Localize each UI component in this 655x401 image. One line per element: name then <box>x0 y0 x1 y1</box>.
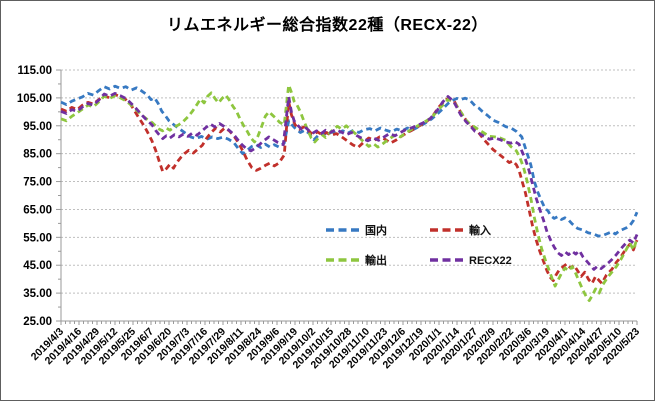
y-axis-label: 105.00 <box>17 93 52 105</box>
legend-label-国内: 国内 <box>365 223 387 237</box>
y-axis-label: 35.00 <box>23 288 52 300</box>
y-axis-label: 95.00 <box>23 121 52 133</box>
y-axis-label: 45.00 <box>23 260 52 272</box>
y-axis-label: 55.00 <box>23 232 52 244</box>
chart-title: リムエネルギー総合指数22種（RECX-22） <box>167 17 488 34</box>
y-axis-label: 75.00 <box>23 177 52 189</box>
legend-label-輸出: 輸出 <box>365 253 387 267</box>
series-line-輸出 <box>60 83 639 303</box>
y-axis-label: 115.00 <box>17 65 52 77</box>
y-axis-label: 85.00 <box>23 149 52 161</box>
series-line-国内 <box>60 84 639 238</box>
legend-label-RECX22: RECX22 <box>469 255 512 267</box>
y-axis-label: 25.00 <box>23 316 52 328</box>
series-line-輸入 <box>60 93 639 285</box>
series-line-RECX22 <box>60 92 639 271</box>
legend-label-輸入: 輸入 <box>469 223 491 237</box>
y-axis-label: 65.00 <box>23 204 52 216</box>
